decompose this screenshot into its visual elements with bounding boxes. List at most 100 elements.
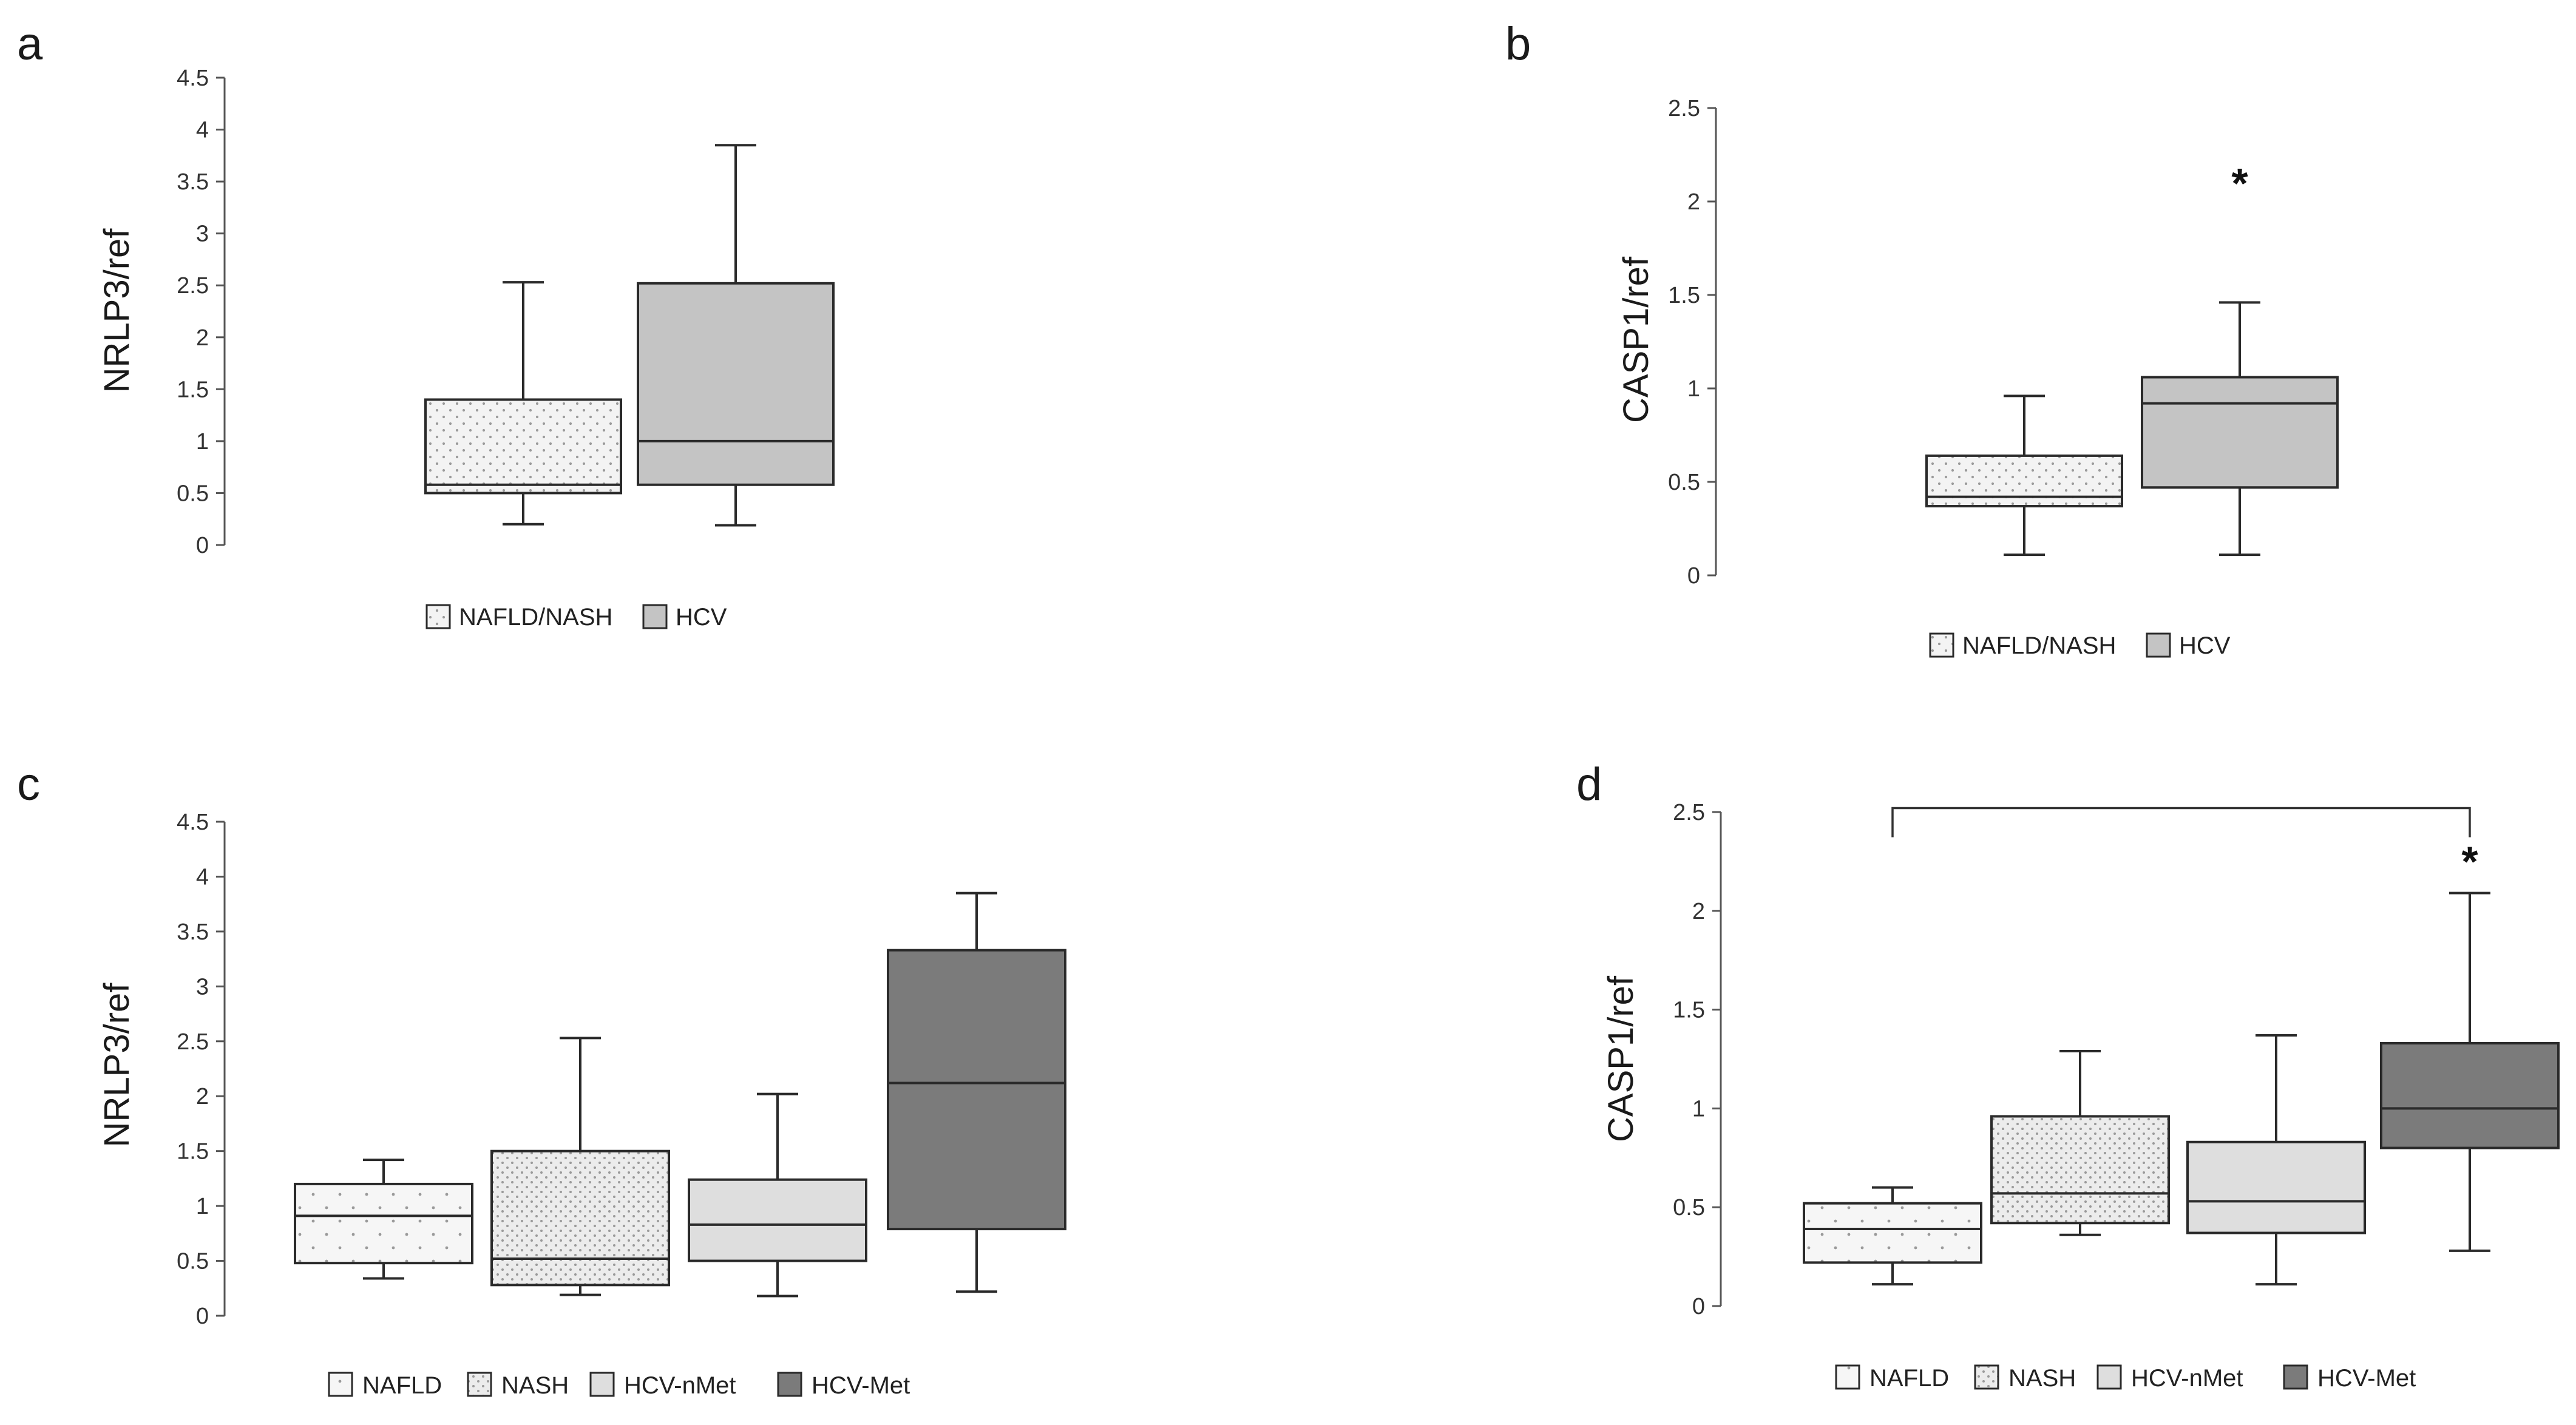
legend-label: NASH xyxy=(501,1372,569,1399)
legend-label: HCV-nMet xyxy=(624,1372,736,1399)
legend-label: HCV xyxy=(676,604,727,631)
box-nafld-nash xyxy=(424,398,622,495)
significance-bracket xyxy=(1891,807,2471,838)
box-hcv xyxy=(2141,376,2339,489)
y-tick-label: 1 xyxy=(1692,1096,1705,1122)
legend-swatch xyxy=(1929,632,1954,658)
significance-asterisk: * xyxy=(2461,838,2478,885)
y-tick-label: 4 xyxy=(196,118,209,143)
y-tick-label: 2.5 xyxy=(177,1029,209,1055)
legend-label: HCV-nMet xyxy=(2131,1365,2243,1392)
box-hcv xyxy=(637,282,835,486)
panel-letter-c: c xyxy=(17,759,40,810)
legend-item: NAFLD xyxy=(1835,1364,1949,1392)
legend-label: HCV-Met xyxy=(2317,1365,2416,1392)
box-hcv-met xyxy=(887,949,1066,1231)
legend-item: HCV xyxy=(2146,632,2231,659)
legend-swatch xyxy=(642,604,668,629)
y-tick-label: 1.5 xyxy=(177,377,209,402)
panel-d: d CASP1/ref 0 0.5 1 1.5 2 2.5 * NAFLD NASH HCV… xyxy=(1576,759,2560,1392)
y-tick-label: 1 xyxy=(196,429,209,455)
y-tick-label: 3 xyxy=(196,222,209,247)
significance-asterisk: * xyxy=(2231,160,2248,207)
y-tick-label: 2 xyxy=(1692,899,1705,924)
legend-label: NAFLD xyxy=(362,1372,442,1399)
panel-c: c NRLP3/ref 0 0.5 1 1.5 2 2.5 3 3.5 4 4.5 NAFLD N… xyxy=(17,759,1066,1399)
y-tick-label: 2.5 xyxy=(177,273,209,299)
legend-item: HCV-Met xyxy=(777,1372,910,1399)
panel-a: a NRLP3/ref 0 0.5 1 1.5 2 2.5 3 3.5 4 4.5 NAFLD/N… xyxy=(17,18,835,631)
y-tick-label: 4.5 xyxy=(177,810,209,835)
y-tick-label: 0.5 xyxy=(177,481,209,506)
legend-swatch xyxy=(777,1372,802,1397)
legend-swatch xyxy=(2146,632,2171,658)
y-tick-label: 0 xyxy=(196,1304,209,1329)
legend: NAFLD NASH HCV-nMet HCV-Met xyxy=(328,1372,910,1399)
plot-area: 0 0.5 1 1.5 2 2.5 3 3.5 4 4.5 xyxy=(177,810,1066,1329)
y-tick-label: 2 xyxy=(1687,189,1700,215)
y-tick-label: 1 xyxy=(1687,376,1700,402)
legend-item: HCV-nMet xyxy=(2096,1364,2243,1392)
plot-area: 0 0.5 1 1.5 2 2.5 3 3.5 4 4.5 xyxy=(177,66,835,558)
legend: NAFLD/NASH HCV xyxy=(1929,632,2231,659)
y-tick-label: 0.5 xyxy=(1668,470,1700,495)
box-nash xyxy=(1990,1115,2170,1225)
y-tick-label: 4 xyxy=(196,864,209,890)
legend: NAFLD NASH HCV-nMet HCV-Met xyxy=(1835,1364,2416,1392)
y-tick-label: 1.5 xyxy=(1673,998,1705,1023)
y-tick-label: 1 xyxy=(196,1194,209,1219)
panel-b: b CASP1/ref 0 0.5 1 1.5 2 2.5 * NAFLD/NASH HCV xyxy=(1505,18,2339,659)
plot-area: 0 0.5 1 1.5 2 2.5 * xyxy=(1668,96,2339,589)
y-axis-label: NRLP3/ref xyxy=(97,228,137,393)
y-tick-label: 0.5 xyxy=(177,1249,209,1274)
legend-label: NAFLD/NASH xyxy=(1962,632,2116,659)
y-axis-label: CASP1/ref xyxy=(1601,975,1641,1142)
legend-swatch xyxy=(1974,1364,1999,1390)
box-nafld xyxy=(294,1182,473,1265)
y-tick-label: 1.5 xyxy=(1668,283,1700,308)
legend-item: HCV xyxy=(642,604,727,631)
y-tick-label: 1.5 xyxy=(177,1139,209,1165)
legend-item: NAFLD xyxy=(328,1372,442,1399)
legend-label: NAFLD/NASH xyxy=(459,604,612,631)
y-tick-label: 0 xyxy=(196,533,209,558)
box-hcv-met xyxy=(2380,1041,2560,1149)
legend: NAFLD/NASH HCV xyxy=(425,604,727,631)
legend-item: NASH xyxy=(467,1372,569,1399)
box-nafld-nash xyxy=(1925,454,2123,508)
y-tick-label: 2.5 xyxy=(1668,96,1700,121)
legend-swatch xyxy=(589,1372,615,1397)
y-tick-label: 0 xyxy=(1692,1294,1705,1319)
legend-label: NASH xyxy=(2008,1365,2076,1392)
box-nash xyxy=(490,1149,670,1287)
y-tick-label: 4.5 xyxy=(177,66,209,91)
legend-item: NASH xyxy=(1974,1364,2076,1392)
legend-swatch xyxy=(467,1372,492,1397)
y-tick-label: 3.5 xyxy=(177,169,209,195)
legend-item: HCV-Met xyxy=(2283,1364,2416,1392)
y-tick-label: 3 xyxy=(196,974,209,1000)
box-hcv-nmet xyxy=(2186,1140,2366,1234)
panel-letter-d: d xyxy=(1576,759,1602,810)
legend-swatch xyxy=(425,604,451,629)
y-tick-label: 2 xyxy=(196,1084,209,1109)
y-tick-label: 0 xyxy=(1687,563,1700,589)
legend-swatch xyxy=(328,1372,353,1397)
legend-swatch xyxy=(2096,1364,2122,1390)
box-nafld xyxy=(1803,1202,1982,1264)
box-hcv-nmet xyxy=(688,1178,867,1262)
legend-label: HCV xyxy=(2179,632,2231,659)
legend-swatch xyxy=(1835,1364,1860,1390)
y-tick-label: 3.5 xyxy=(177,919,209,945)
y-axis-label: CASP1/ref xyxy=(1616,256,1656,423)
y-tick-label: 2.5 xyxy=(1673,800,1705,825)
panel-letter-a: a xyxy=(17,18,43,70)
legend-label: NAFLD xyxy=(1869,1365,1949,1392)
legend-item: NAFLD/NASH xyxy=(425,604,612,631)
panel-letter-b: b xyxy=(1505,18,1531,70)
plot-area: 0 0.5 1 1.5 2 2.5 * xyxy=(1673,800,2560,1319)
y-axis-label: NRLP3/ref xyxy=(97,983,137,1148)
legend-label: HCV-Met xyxy=(812,1372,910,1399)
y-tick-label: 2 xyxy=(196,325,209,351)
